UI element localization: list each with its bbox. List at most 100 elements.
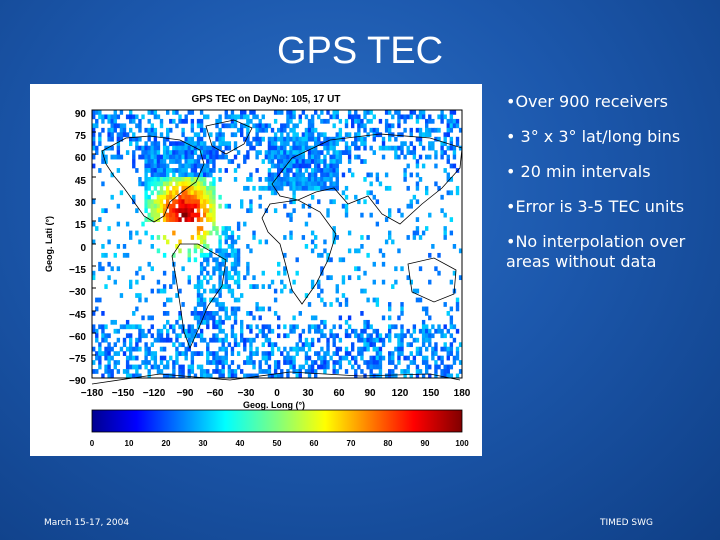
tec-cell — [218, 127, 222, 133]
tec-cell — [215, 297, 219, 303]
tec-cell — [326, 275, 330, 281]
tec-cell — [203, 306, 207, 312]
tec-cell — [270, 373, 275, 379]
tec-cell — [369, 369, 373, 374]
tec-cell — [187, 373, 191, 379]
tec-cell — [206, 150, 210, 155]
tec-cell — [243, 159, 247, 164]
tec-cell — [409, 360, 413, 365]
y-tick: −75 — [69, 354, 86, 365]
tec-cell — [449, 319, 454, 325]
tec-cell — [166, 185, 170, 191]
tec-cell — [286, 154, 290, 160]
tec-cell — [301, 328, 306, 334]
tec-cell — [218, 337, 222, 343]
tec-cell — [317, 337, 321, 343]
tec-cell — [443, 342, 447, 348]
tec-cell — [304, 132, 309, 138]
tec-cell — [286, 141, 290, 147]
tec-cell — [141, 154, 145, 160]
tec-cell — [175, 145, 179, 151]
tec-cell — [150, 288, 154, 294]
tec-cell — [452, 110, 457, 115]
tec-cell — [190, 163, 195, 169]
tec-cell — [132, 311, 136, 316]
tec-cell — [169, 177, 173, 182]
tec-cell — [243, 337, 247, 343]
tec-cell — [178, 145, 182, 151]
tec-cell — [113, 351, 117, 356]
tec-cell — [375, 328, 380, 334]
tec-cell — [273, 154, 278, 160]
tec-cell — [418, 346, 423, 352]
tec-cell — [196, 172, 201, 178]
figure-title: GPS TEC on DayNo: 105, 17 UT — [192, 94, 341, 105]
tec-cell — [298, 159, 302, 164]
tec-cell — [175, 293, 179, 298]
tec-cell — [206, 355, 210, 361]
tec-cell — [295, 351, 299, 356]
tec-cell — [193, 172, 198, 178]
tec-cell — [388, 136, 392, 142]
tec-cell — [162, 346, 167, 352]
tec-cell — [341, 355, 346, 361]
tec-cell — [320, 172, 324, 178]
tec-cell — [335, 351, 339, 356]
tec-cell — [206, 159, 210, 164]
tec-cell — [172, 364, 176, 370]
tec-cell — [122, 244, 127, 249]
tec-cell — [172, 369, 176, 374]
tec-cell — [415, 159, 420, 164]
tec-cell — [292, 346, 296, 352]
tec-cell — [203, 141, 207, 147]
tec-cell — [446, 364, 450, 370]
tec-cell — [443, 230, 447, 236]
tec-cell — [252, 114, 256, 120]
tec-cell — [240, 337, 244, 343]
tec-cell — [209, 212, 213, 218]
tec-cell — [310, 114, 315, 120]
tec-cell — [224, 239, 228, 245]
tec-cell — [360, 159, 364, 164]
tec-cell — [273, 118, 278, 124]
tec-cell — [156, 369, 161, 374]
tec-cell — [394, 145, 398, 151]
tec-cell — [455, 302, 460, 307]
tec-cell — [110, 132, 114, 138]
y-tick: −90 — [69, 376, 86, 387]
tec-cell — [206, 373, 210, 379]
tec-cell — [310, 177, 315, 182]
tec-cell — [95, 337, 99, 343]
tec-cell — [298, 145, 302, 151]
tec-cell — [320, 181, 324, 187]
tec-cell — [153, 185, 158, 191]
tec-cell — [360, 118, 364, 124]
tec-cell — [449, 306, 454, 312]
tec-cell — [347, 315, 352, 321]
tec-cell — [153, 337, 158, 343]
tec-cell — [150, 150, 154, 155]
tec-cell — [218, 248, 222, 254]
tec-cell — [354, 360, 358, 365]
tec-cell — [98, 364, 102, 370]
tec-cell — [147, 154, 151, 160]
tec-cell — [307, 181, 312, 187]
tec-cell — [347, 248, 352, 254]
tec-cell — [261, 324, 265, 330]
tec-cell — [258, 239, 262, 245]
tec-cell — [92, 199, 96, 205]
tec-cell — [314, 324, 318, 330]
tec-cell — [326, 364, 330, 370]
tec-cell — [332, 230, 336, 236]
tec-cell — [187, 208, 191, 214]
tec-cell — [132, 324, 136, 330]
tec-cell — [347, 114, 352, 120]
tec-cell — [381, 279, 386, 285]
tec-cell — [314, 244, 318, 249]
tec-cell — [141, 221, 145, 227]
tec-cell — [347, 168, 352, 173]
tec-cell — [314, 127, 318, 133]
tec-cell — [406, 364, 410, 370]
tec-cell — [261, 284, 265, 289]
tec-cell — [132, 159, 136, 164]
